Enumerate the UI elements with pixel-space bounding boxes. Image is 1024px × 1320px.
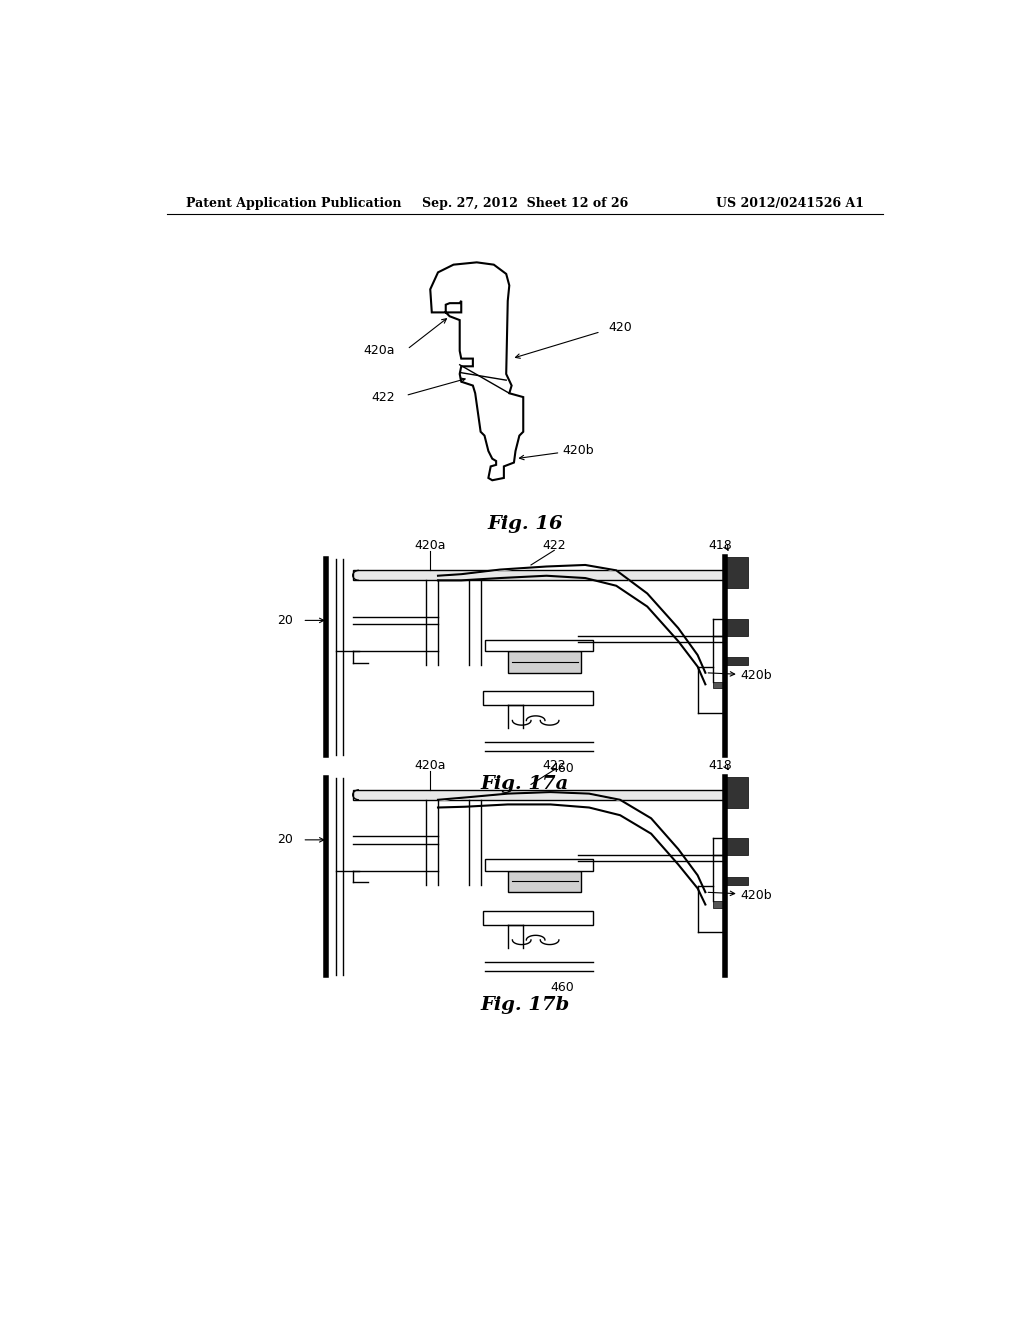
Text: 422: 422 [372, 391, 395, 404]
Bar [725, 776, 748, 808]
Bar [725, 619, 748, 636]
Text: 422: 422 [543, 759, 566, 772]
Bar [725, 557, 748, 589]
Text: Fig. 17a: Fig. 17a [480, 775, 569, 792]
Bar [725, 838, 748, 855]
Text: Patent Application Publication: Patent Application Publication [186, 197, 401, 210]
Bar [508, 651, 582, 673]
Text: 420b: 420b [562, 445, 594, 458]
Text: 20: 20 [278, 833, 293, 846]
Text: 460: 460 [550, 981, 573, 994]
Text: 422: 422 [543, 539, 566, 552]
Text: Sep. 27, 2012  Sheet 12 of 26: Sep. 27, 2012 Sheet 12 of 26 [422, 197, 628, 210]
Bar [713, 902, 725, 908]
Text: 420a: 420a [364, 345, 395, 358]
Text: US 2012/0241526 A1: US 2012/0241526 A1 [716, 197, 864, 210]
Bar [713, 682, 725, 688]
Text: 420b: 420b [740, 888, 772, 902]
Bar [483, 911, 593, 924]
Text: 460: 460 [550, 762, 573, 775]
Bar [484, 859, 593, 871]
Text: 420: 420 [608, 321, 632, 334]
Text: Fig. 16: Fig. 16 [487, 515, 562, 533]
Text: 420a: 420a [415, 759, 446, 772]
Text: 420b: 420b [740, 669, 772, 682]
Text: 418: 418 [709, 759, 732, 772]
Bar [508, 871, 582, 892]
Bar [352, 570, 725, 581]
Bar [484, 640, 593, 651]
Bar [725, 876, 748, 884]
Bar [725, 657, 748, 665]
Text: 20: 20 [278, 614, 293, 627]
PathPatch shape [430, 263, 523, 480]
Text: Fig. 17b: Fig. 17b [480, 997, 569, 1014]
Bar [352, 789, 725, 800]
Text: 418: 418 [709, 539, 732, 552]
Bar [483, 692, 593, 705]
Text: 420a: 420a [415, 539, 446, 552]
